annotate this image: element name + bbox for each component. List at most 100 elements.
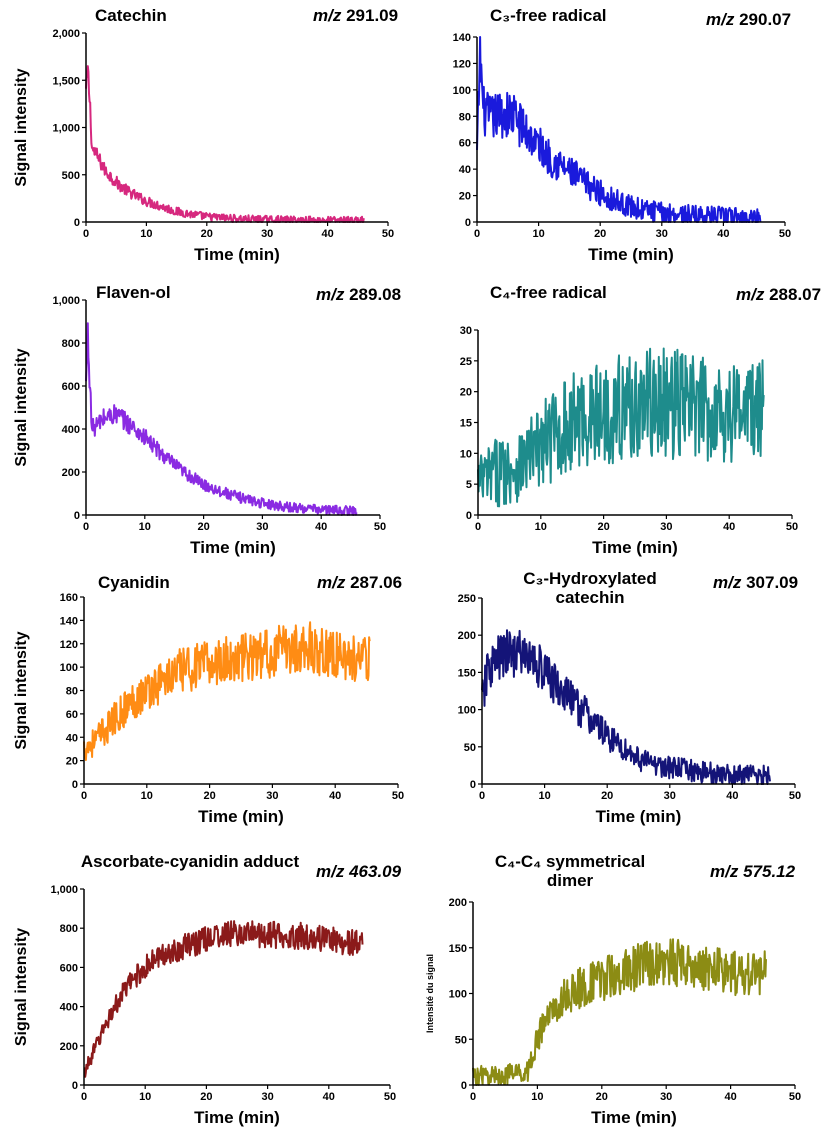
y-tick-label: 150 — [449, 943, 467, 955]
y-tick-label: 100 — [458, 705, 476, 717]
x-tick-label: 20 — [197, 521, 209, 533]
y-tick-label: 20 — [459, 191, 471, 203]
x-tick-label: 0 — [474, 228, 480, 240]
x-tick-label: 0 — [470, 1091, 476, 1103]
y-tick-label: 5 — [466, 479, 472, 491]
y-tick-label: 0 — [74, 510, 80, 522]
y-tick-label: 20 — [460, 387, 472, 399]
x-axis-label: Time (min) — [194, 245, 280, 264]
x-tick-label: 30 — [660, 1091, 672, 1103]
chart-title: C₄-C₄ symmetrical dimer — [494, 852, 646, 890]
y-tick-label: 30 — [460, 325, 472, 337]
y-axis-label: Intensité du signal — [425, 954, 435, 1033]
x-axis-label: Time (min) — [592, 538, 678, 557]
x-tick-label: 10 — [538, 790, 550, 802]
x-tick-label: 10 — [531, 1091, 543, 1103]
y-tick-label: 100 — [453, 85, 471, 97]
y-tick-label: 1,000 — [50, 884, 78, 896]
y-tick-label: 60 — [66, 709, 78, 721]
chart-title: Ascorbate-cyanidin adduct — [80, 852, 300, 871]
x-tick-label: 40 — [321, 228, 333, 240]
x-tick-label: 50 — [789, 790, 801, 802]
x-tick-label: 20 — [200, 1091, 212, 1103]
y-tick-label: 200 — [449, 897, 467, 909]
y-tick-label: 0 — [470, 779, 476, 791]
chart-panel-catechin: 0 10 20 30 40 50 0 500 1,000 1,500 2,000 Time (min)… — [0, 0, 418, 275]
x-tick-label: 40 — [717, 228, 729, 240]
chart-plot-c4-c4-symmetrical-dimer: 0 10 20 30 40 50 0 50 100 150 200 Time (min) Intensi… — [425, 897, 801, 1127]
series-line — [477, 347, 765, 508]
x-tick-label: 30 — [261, 228, 273, 240]
chart-panel-c3-hydroxylated-catechin: 0 10 20 30 40 50 0 50 100 150 200 250 Time (min) C₃-… — [418, 565, 835, 850]
x-tick-label: 30 — [266, 790, 278, 802]
x-tick-label: 20 — [601, 790, 613, 802]
y-tick-label: 100 — [449, 989, 467, 1001]
mz-label: m/z 575.12 — [710, 862, 796, 881]
chart-panel-ascorbate-cyanidin-adduct: 0 10 20 30 40 50 0 200 400 600 800 1,000 Time (min) S… — [0, 850, 418, 1145]
y-tick-label: 40 — [66, 732, 78, 744]
chart-panel-flaven-ol: 0 10 20 30 40 50 0 200 400 600 800 1,000 Time (min) S… — [0, 275, 418, 565]
x-tick-label: 50 — [786, 521, 798, 533]
y-tick-label: 15 — [460, 418, 472, 430]
x-axis-label: Time (min) — [596, 807, 682, 826]
x-tick-label: 50 — [392, 790, 404, 802]
y-tick-label: 40 — [459, 164, 471, 176]
x-tick-label: 0 — [81, 1091, 87, 1103]
x-tick-label: 20 — [596, 1091, 608, 1103]
y-tick-label: 1,000 — [52, 295, 80, 307]
series-line — [83, 621, 371, 761]
chart-panel-c4-c4-symmetrical-dimer: 0 10 20 30 40 50 0 50 100 150 200 Time (min) Intensi… — [418, 850, 835, 1145]
y-axis-label: Signal intensity — [13, 631, 30, 749]
y-tick-label: 100 — [60, 662, 78, 674]
chart-panel-c4-free-radical: 0 10 20 30 40 50 0 5 10 15 20 25 30 Time (min) C₄-fre… — [418, 275, 835, 565]
y-tick-label: 2,000 — [52, 28, 80, 40]
chart-panel-c3-free-radical: 0 10 20 30 40 50 0 20 40 60 80 100 120 140 Time (min) … — [418, 0, 835, 275]
x-tick-label: 10 — [535, 521, 547, 533]
chart-title: Flaven-ol — [96, 283, 171, 302]
series-line — [481, 629, 771, 785]
y-tick-label: 10 — [460, 448, 472, 460]
y-axis-label: Signal intensity — [13, 928, 30, 1046]
y-tick-label: 25 — [460, 356, 472, 368]
chart-plot-ascorbate-cyanidin-adduct: 0 10 20 30 40 50 0 200 400 600 800 1,000 Time (min) S… — [13, 884, 396, 1127]
x-tick-label: 30 — [664, 790, 676, 802]
x-tick-label: 20 — [597, 521, 609, 533]
series-line — [85, 322, 358, 516]
x-axis-label: Time (min) — [194, 1108, 280, 1127]
y-tick-label: 200 — [458, 630, 476, 642]
x-axis-label: Time (min) — [198, 807, 284, 826]
x-tick-label: 40 — [323, 1091, 335, 1103]
y-tick-label: 0 — [72, 779, 78, 791]
x-tick-label: 40 — [315, 521, 327, 533]
series-line — [472, 938, 767, 1086]
chart-plot-c4-free-radical: 0 10 20 30 40 50 0 5 10 15 20 25 30 Time (min) — [460, 325, 798, 557]
y-tick-label: 200 — [62, 467, 80, 479]
y-tick-label: 400 — [60, 1002, 78, 1014]
series-line — [85, 65, 365, 223]
chart-plot-cyanidin: 0 10 20 30 40 50 0 20 40 60 80 100 120 140 160 Time (mi… — [13, 592, 404, 826]
y-tick-label: 0 — [466, 510, 472, 522]
y-tick-label: 80 — [459, 111, 471, 123]
y-tick-label: 600 — [60, 962, 78, 974]
series-line — [83, 920, 364, 1078]
chart-title: Catechin — [95, 6, 167, 25]
mz-label: m/z 291.09 — [313, 6, 399, 25]
chart-title: C₄-free radical — [490, 283, 607, 302]
y-tick-label: 80 — [66, 686, 78, 698]
chart-plot-c3-free-radical: 0 10 20 30 40 50 0 20 40 60 80 100 120 140 Time (min) — [453, 32, 791, 264]
x-tick-label: 50 — [384, 1091, 396, 1103]
x-axis-label: Time (min) — [591, 1108, 677, 1127]
series-line — [476, 36, 762, 223]
x-tick-label: 50 — [374, 521, 386, 533]
x-tick-label: 40 — [329, 790, 341, 802]
mz-label: m/z 307.09 — [713, 573, 799, 592]
y-axis-label: Signal intensity — [13, 68, 30, 186]
x-tick-label: 10 — [532, 228, 544, 240]
x-tick-label: 10 — [141, 790, 153, 802]
x-tick-label: 40 — [723, 521, 735, 533]
x-tick-label: 50 — [789, 1091, 801, 1103]
x-tick-label: 30 — [660, 521, 672, 533]
y-tick-label: 200 — [60, 1041, 78, 1053]
y-tick-label: 140 — [60, 615, 78, 627]
